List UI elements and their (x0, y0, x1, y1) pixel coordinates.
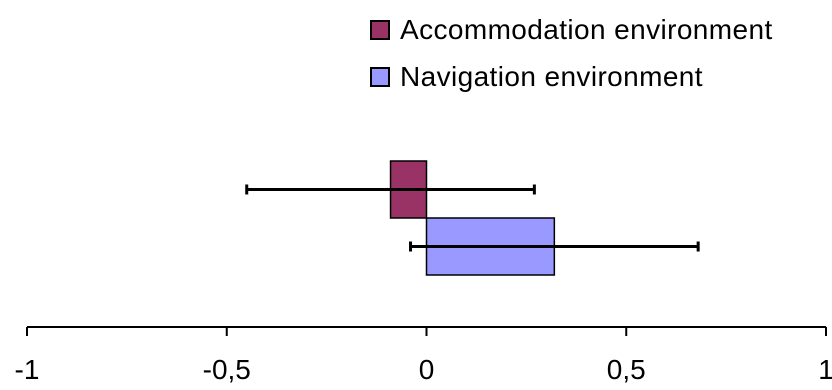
legend: Accommodation environment Navigation env… (370, 6, 773, 100)
legend-label-accommodation: Accommodation environment (400, 13, 773, 45)
x-tick-label-0: -1 (15, 354, 40, 385)
x-tick-label-3: 0,5 (607, 354, 646, 385)
x-tick-label-1: -0,5 (203, 354, 251, 385)
legend-swatch-accommodation (370, 19, 390, 40)
legend-item-accommodation: Accommodation environment (370, 6, 773, 53)
legend-item-navigation: Navigation environment (370, 53, 773, 100)
legend-swatch-navigation (370, 66, 390, 87)
legend-label-navigation: Navigation environment (400, 60, 703, 92)
x-tick-label-2: 0 (419, 354, 435, 385)
x-tick-label-4: 1 (818, 354, 832, 385)
